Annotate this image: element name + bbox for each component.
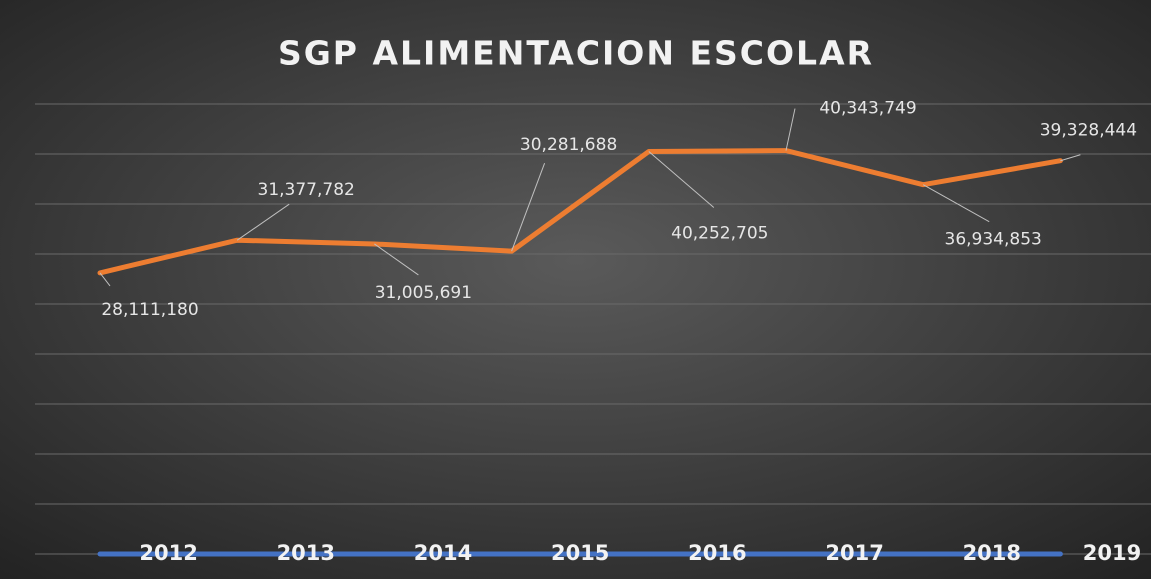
leader-line: [648, 151, 715, 208]
data-label: 39,328,444: [1040, 121, 1137, 141]
data-label: 40,343,749: [819, 99, 916, 119]
x-tick-label: 2018: [963, 541, 1021, 565]
x-tick-label: 2019: [1083, 541, 1141, 565]
leader-line: [785, 108, 796, 151]
data-label: 31,005,691: [375, 283, 472, 303]
leader-line: [236, 203, 290, 241]
leader-line: [374, 243, 419, 276]
chart-title: SGP ALIMENTACION ESCOLAR: [278, 34, 874, 73]
x-tick-label: 2015: [551, 541, 609, 565]
data-label: 30,281,688: [520, 135, 617, 155]
x-tick-label: 2014: [414, 541, 472, 565]
x-tick-label: 2016: [688, 541, 746, 565]
data-label: 31,377,782: [258, 180, 355, 200]
leader-line: [99, 272, 111, 287]
leader-line: [1060, 154, 1081, 162]
leader-line: [511, 163, 546, 252]
data-label: 28,111,180: [101, 300, 198, 320]
x-tick-label: 2012: [139, 541, 197, 565]
data-label: 36,934,853: [945, 230, 1042, 250]
line: [97, 148, 1063, 276]
data-label: 40,252,705: [671, 223, 768, 243]
leader-line: [922, 184, 990, 223]
x-tick-label: 2017: [825, 541, 883, 565]
x-tick-label: 2013: [277, 541, 335, 565]
